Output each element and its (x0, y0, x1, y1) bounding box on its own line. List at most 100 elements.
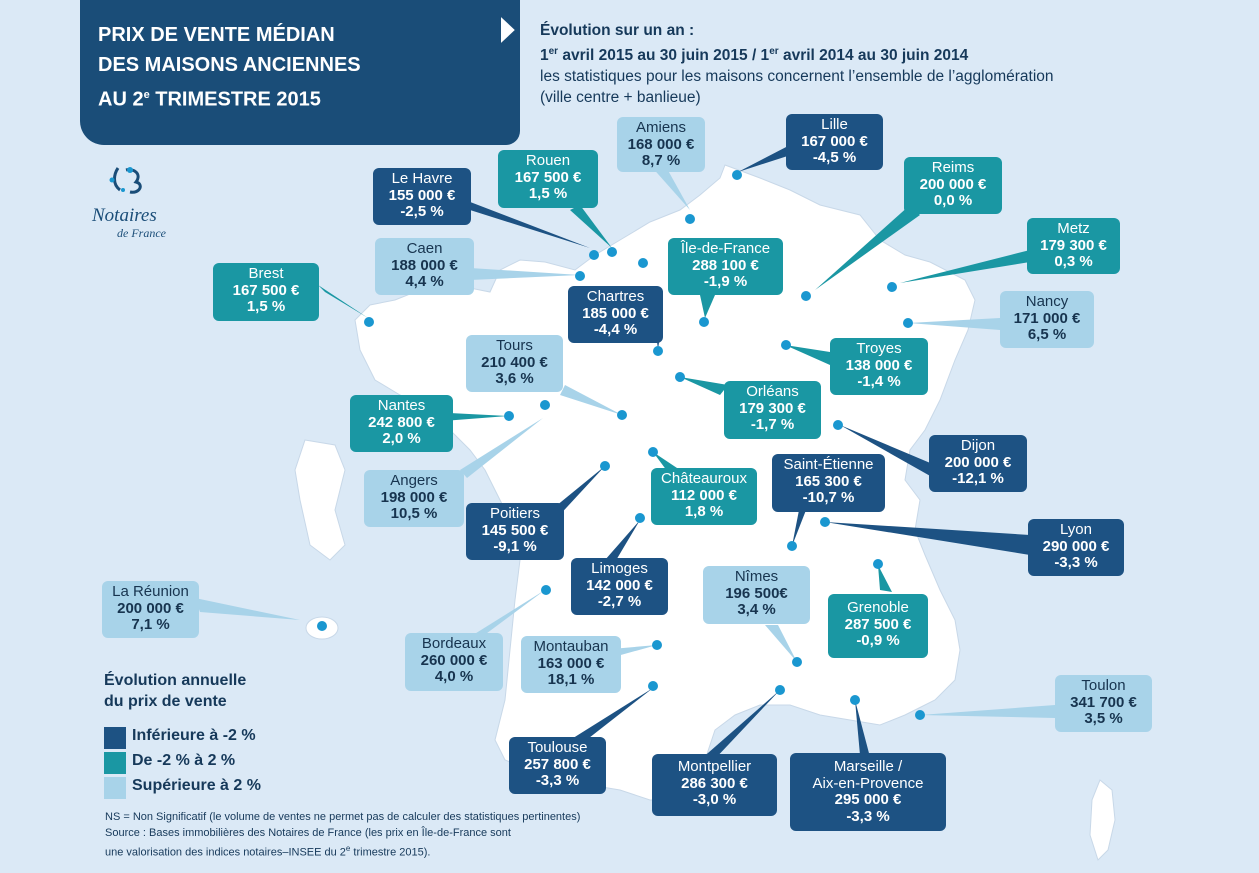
title-line-1: PRIX DE VENTE MÉDIAN (98, 24, 335, 46)
city-box-reunion: La Réunion 200 000 €7,1 % (102, 581, 199, 638)
legend-label-mid: De -2 % à 2 % (132, 752, 236, 769)
marker-chartres (653, 346, 663, 356)
leader-reims (815, 205, 920, 290)
marker-toulouse (648, 681, 658, 691)
legend-title-line-1: Évolution annuelle (104, 672, 247, 689)
logo-name: Notaires (92, 205, 157, 226)
leader-nancy (908, 318, 1000, 330)
subtitle: Évolution sur un an : 1er avril 2015 au … (540, 20, 1240, 108)
leader-nimes (765, 625, 797, 662)
logo-sub: de France (117, 226, 166, 240)
marker-orleans (675, 372, 685, 382)
vendee-island-shape (294, 439, 346, 561)
city-box-caen: Caen 188 000 €4,4 % (375, 238, 474, 295)
leader-caen (470, 268, 580, 280)
title-line-3-sup: e (143, 89, 150, 101)
title-line-2: DES MAISONS ANCIENNES (98, 54, 361, 76)
legend-title: Évolution annuelle du prix de vente (104, 670, 246, 712)
leader-rouen (570, 205, 612, 248)
corsica-shape (1089, 779, 1116, 861)
leader-marseille (855, 700, 870, 757)
city-box-limoges: Limoges 142 000 € -2,7 % (571, 558, 668, 615)
city-box-lehavre: Le Havre 155 000 € -2,5 % (373, 168, 471, 225)
legend-label-low: Inférieure à -2 % (132, 727, 256, 744)
city-box-toulon: Toulon 341 700 €3,5 % (1055, 675, 1152, 732)
legend-label-high: Supérieure à 2 % (132, 777, 261, 794)
legend-swatch-low (104, 727, 126, 749)
marker-rouen (607, 247, 617, 257)
marker-lyon (820, 517, 830, 527)
city-box-amiens: Amiens 168 000 €8,7 % (617, 117, 705, 172)
leader-bordeaux (465, 590, 545, 642)
city-box-troyes: Troyes 138 000 € -1,4 % (830, 338, 928, 395)
city-box-lyon: Lyon 290 000 € -3,3 % (1028, 519, 1124, 576)
city-box-dijon: Dijon 200 000 € -12,1 % (929, 435, 1027, 492)
leader-toulouse (570, 688, 653, 745)
marker-montpellier (775, 685, 785, 695)
marker-bordeaux (541, 585, 551, 595)
leader-orleans (680, 377, 728, 395)
subtitle-line-3: les statistiques pour les maisons concer… (540, 68, 1054, 86)
marker-paris2 (638, 258, 648, 268)
marker-idf (699, 317, 709, 327)
footnote-line-2: Source : Bases immobilières des Notaires… (105, 826, 511, 839)
marker-troyes (781, 340, 791, 350)
notaires-logo-icon (109, 167, 142, 194)
leader-grenoble (878, 565, 892, 592)
leader-st-etienne (792, 505, 808, 546)
leader-angers (460, 418, 543, 478)
leader-tours (560, 385, 622, 415)
marker-amiens (685, 214, 695, 224)
leader-lyon (825, 522, 1030, 555)
header-banner (80, 0, 520, 145)
marker-lille (732, 170, 742, 180)
leader-limoges (605, 520, 640, 562)
marker-brest (364, 317, 374, 327)
header-arrow-icon (499, 13, 520, 47)
leader-idf (700, 295, 715, 318)
city-box-nancy: Nancy 171 000 €6,5 % (1000, 291, 1094, 348)
leader-brest (318, 285, 368, 318)
marker-chateauroux (648, 447, 658, 457)
marker-reunion (317, 621, 327, 631)
marker-metz (887, 282, 897, 292)
city-box-montauban: Montauban 163 000 €18,1 % (521, 636, 621, 693)
city-box-idf: Île-de-France 288 100 € -1,9 % (668, 238, 783, 295)
subtitle-line-4: (ville centre + banlieue) (540, 89, 701, 107)
subtitle-line-1: Évolution sur un an : (540, 22, 695, 39)
title-line-3-suffix: TRIMESTRE 2015 (149, 88, 321, 111)
city-box-montpellier: Montpellier 286 300 € -3,0 % (652, 754, 777, 816)
leader-lines (195, 145, 1055, 762)
leader-lille (738, 145, 800, 172)
title-line-3: AU 2e TRIMESTRE 2015 (98, 80, 361, 115)
leader-toulon (920, 705, 1055, 718)
city-box-lille: Lille 167 000 € -4,5 % (786, 114, 883, 170)
marker-montauban (652, 640, 662, 650)
marker-toulon (915, 710, 925, 720)
marker-nimes (792, 657, 802, 667)
leader-lehavre (465, 200, 590, 248)
leader-amiens (650, 165, 690, 210)
city-box-orleans: Orléans 179 300 € -1,7 % (724, 381, 821, 439)
marker-st-etienne (787, 541, 797, 551)
city-box-nimes: Nîmes 196 500€ 3,4 % (703, 566, 810, 624)
marker-nantes (504, 411, 514, 421)
footnote-line-1: NS = Non Significatif (le volume de vent… (105, 811, 581, 823)
leader-troyes (785, 345, 830, 365)
city-box-brest: Brest 167 500 €1,5 % (213, 263, 319, 321)
legend-swatch-mid (104, 752, 126, 774)
marker-marseille (850, 695, 860, 705)
marker-angers (540, 400, 550, 410)
legend-title-line-2: du prix de vente (104, 693, 227, 710)
marker-grenoble (873, 559, 883, 569)
footnote-line-3: une valorisation des indices notaires–IN… (105, 844, 431, 859)
legend-swatch-high (104, 777, 126, 799)
city-box-nantes: Nantes 242 800 €2,0 % (350, 395, 453, 452)
city-box-grenoble: Grenoble 287 500 € -0,9 % (828, 594, 928, 658)
city-box-marseille: Marseille / Aix-en-Provence 295 000 € -3,3… (790, 753, 946, 831)
city-box-tours: Tours 210 400 €3,6 % (466, 335, 563, 392)
title-line-3-prefix: AU 2 (98, 88, 144, 111)
city-box-chartres: Chartres 185 000 € -4,4 % (568, 286, 663, 343)
city-box-chateauroux: Châteauroux 112 000 €1,8 % (651, 468, 757, 525)
